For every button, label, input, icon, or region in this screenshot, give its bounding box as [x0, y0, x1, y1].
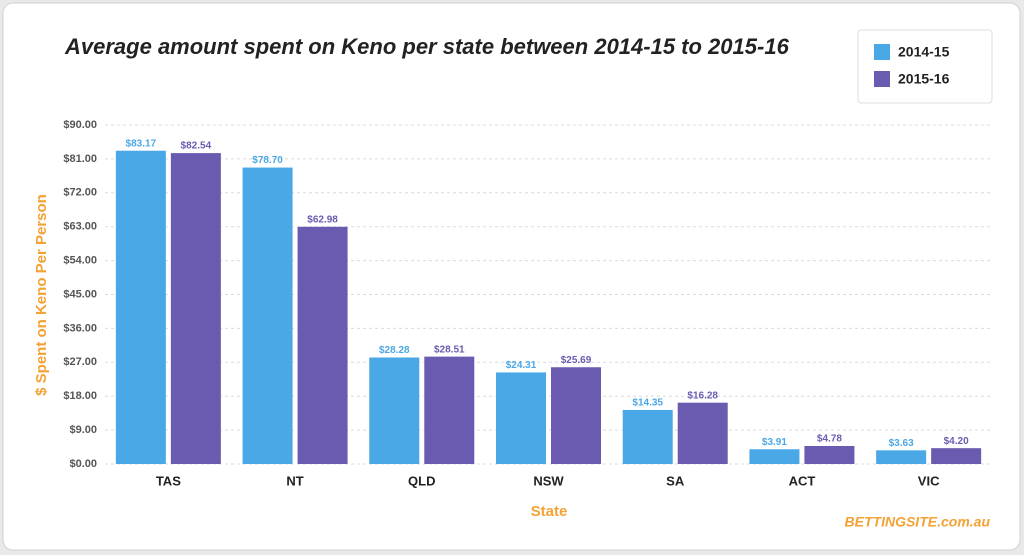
bar — [876, 450, 927, 464]
value-label: $28.28 — [379, 345, 410, 356]
x-tick-label: TAS — [156, 473, 181, 488]
bar — [242, 167, 293, 464]
legend-swatch — [874, 71, 890, 87]
x-axis-label: State — [531, 503, 568, 520]
x-tick-label: SA — [666, 473, 685, 488]
y-tick-label: $81.00 — [63, 153, 97, 165]
value-label: $4.78 — [817, 434, 842, 445]
chart-title: Average amount spent on Keno per state b… — [64, 34, 790, 59]
y-tick-label: $0.00 — [69, 458, 97, 470]
legend-swatch — [874, 44, 890, 60]
bar — [931, 448, 982, 464]
bar — [677, 402, 728, 464]
bar — [297, 226, 348, 464]
y-tick-label: $90.00 — [63, 119, 97, 131]
y-tick-label: $27.00 — [63, 356, 97, 368]
y-tick-label: $72.00 — [63, 187, 97, 199]
bar — [804, 445, 855, 464]
y-axis-label: $ Spent on Keno Per Person — [33, 194, 50, 396]
value-label: $82.54 — [181, 141, 212, 152]
value-label: $16.28 — [687, 390, 718, 401]
logo: BETTINGSITE.com.au — [845, 514, 991, 530]
bar — [369, 357, 420, 464]
value-label: $62.98 — [307, 214, 338, 225]
value-label: $3.63 — [889, 438, 914, 449]
y-tick-label: $9.00 — [69, 424, 97, 436]
y-tick-label: $54.00 — [63, 255, 97, 267]
value-label: $4.20 — [944, 436, 969, 447]
x-tick-label: ACT — [789, 473, 816, 488]
x-tick-label: NSW — [533, 473, 564, 488]
value-label: $25.69 — [561, 355, 592, 366]
legend-label: 2015-16 — [898, 71, 950, 87]
x-tick-label: NT — [286, 473, 303, 488]
value-label: $78.70 — [252, 155, 283, 166]
x-tick-label: VIC — [918, 473, 940, 488]
x-tick-label: QLD — [408, 473, 435, 488]
y-tick-label: $63.00 — [63, 221, 97, 233]
value-label: $24.31 — [506, 360, 537, 371]
bar — [622, 409, 673, 464]
legend-label: 2014-15 — [898, 44, 950, 60]
bar — [115, 150, 166, 465]
bar — [551, 367, 601, 464]
bar — [496, 372, 546, 464]
value-label: $28.51 — [434, 344, 465, 355]
bar — [749, 449, 800, 464]
value-label: $3.91 — [762, 437, 787, 448]
y-tick-label: $18.00 — [63, 390, 97, 402]
y-tick-label: $36.00 — [63, 322, 97, 334]
bar — [170, 153, 221, 464]
bar — [424, 356, 475, 464]
value-label: $83.17 — [126, 138, 157, 149]
y-tick-label: $45.00 — [63, 288, 97, 300]
legend-box — [857, 29, 993, 104]
value-label: $14.35 — [632, 398, 663, 409]
